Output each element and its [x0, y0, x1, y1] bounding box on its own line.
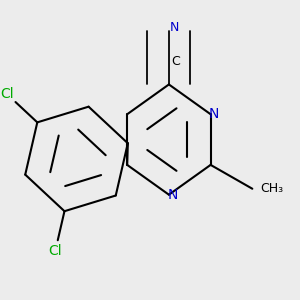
Text: N: N	[209, 107, 219, 121]
Text: CH₃: CH₃	[260, 182, 283, 195]
Text: N: N	[169, 21, 179, 34]
Text: Cl: Cl	[0, 87, 14, 101]
Text: Cl: Cl	[48, 244, 62, 258]
Text: N: N	[167, 188, 178, 202]
Text: C: C	[171, 56, 180, 68]
